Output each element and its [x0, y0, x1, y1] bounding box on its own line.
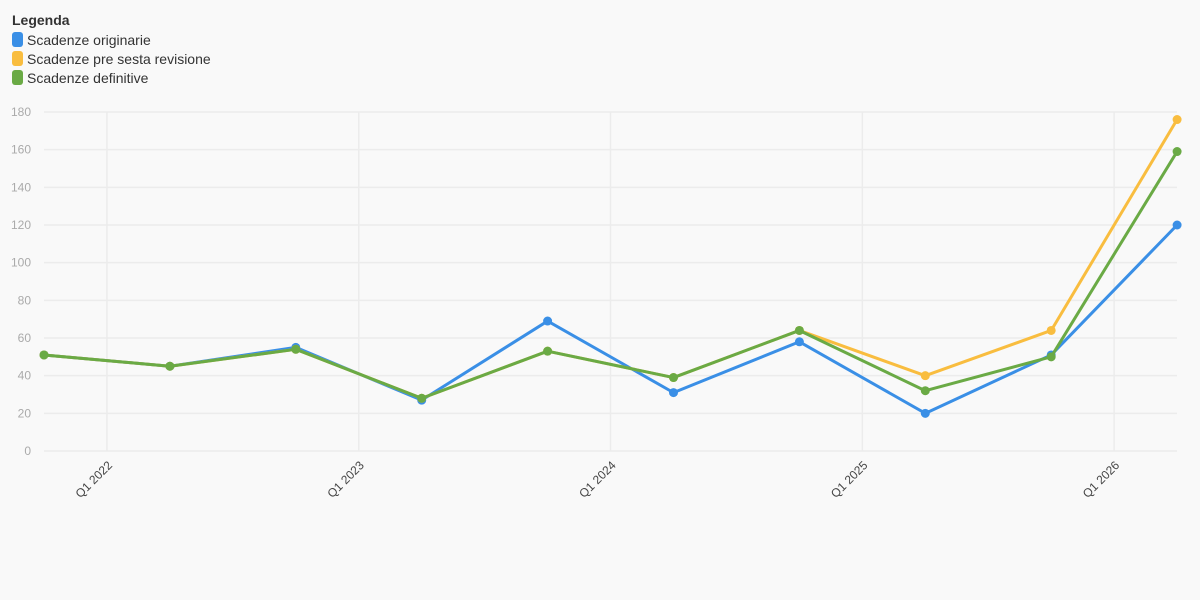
series-3-point: [1172, 147, 1182, 157]
legend-swatch: [12, 51, 23, 66]
y-tick-label: 160: [11, 143, 31, 157]
legend-title: Legenda: [12, 12, 70, 28]
x-tick-label: Q1 2024: [576, 458, 619, 501]
x-tick-label: Q1 2025: [828, 458, 871, 501]
series-1-point: [920, 408, 930, 418]
y-tick-label: 0: [24, 444, 31, 458]
legend-swatch: [12, 70, 23, 85]
series-3-point: [794, 325, 804, 335]
legend-label: Scadenze definitive: [27, 69, 149, 86]
series-3-point: [669, 373, 678, 383]
legend-item-pre-sesta-revisione[interactable]: Scadenze pre sesta revisione: [12, 49, 211, 68]
y-tick-label: 80: [18, 293, 32, 307]
x-tick-label: Q1 2026: [1080, 458, 1123, 501]
y-tick-label: 40: [18, 369, 32, 383]
series-3-point: [291, 344, 301, 354]
series-1-point: [543, 316, 553, 326]
legend-item-definitive[interactable]: Scadenze definitive: [12, 68, 211, 87]
y-tick-label: 120: [11, 218, 31, 232]
legend-item-originarie[interactable]: Scadenze originarie: [12, 30, 211, 49]
y-tick-label: 140: [11, 180, 31, 194]
x-tick-label: Q1 2022: [73, 458, 116, 501]
y-tick-label: 180: [11, 105, 31, 119]
series-3-point: [920, 386, 930, 396]
legend-label: Scadenze pre sesta revisione: [27, 50, 211, 67]
series-3-point: [39, 350, 49, 360]
series-3-point: [165, 361, 175, 371]
y-tick-label: 60: [18, 331, 32, 345]
series-line-3: [43, 150, 1179, 400]
series-1-point: [1172, 220, 1182, 230]
series-3-point: [417, 393, 427, 403]
series-2-point: [1046, 325, 1056, 335]
series-1-point: [794, 337, 804, 347]
legend-label: Scadenze originarie: [27, 31, 151, 48]
series-1-point: [669, 388, 678, 398]
series-2-point: [920, 371, 930, 381]
legend-swatch: [12, 32, 23, 47]
x-tick-label: Q1 2023: [324, 458, 367, 501]
y-tick-label: 100: [11, 256, 31, 270]
legend: Legenda Scadenze originarie Scadenze pre…: [12, 12, 211, 87]
series-3-point: [543, 346, 553, 356]
series-2-point: [1172, 115, 1182, 125]
y-tick-label: 20: [18, 406, 32, 420]
series-3-point: [1046, 352, 1056, 362]
